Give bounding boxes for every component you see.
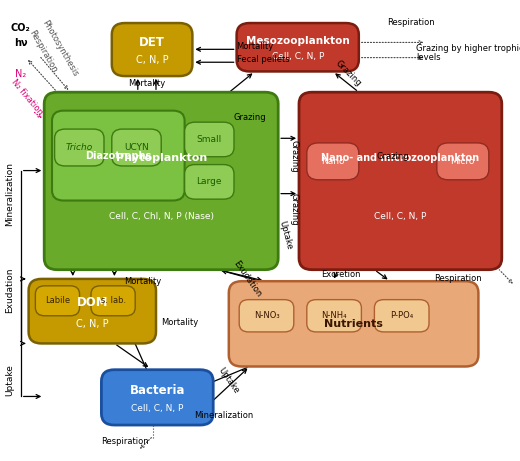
Text: UCYN: UCYN [124, 143, 149, 152]
Text: Uptake: Uptake [5, 364, 14, 396]
Text: Phytoplankton: Phytoplankton [115, 153, 207, 163]
Text: Respiration: Respiration [387, 18, 435, 27]
FancyBboxPatch shape [101, 370, 213, 425]
Text: Nutrients: Nutrients [324, 319, 383, 329]
Text: Nano- and microzooplankton: Nano- and microzooplankton [321, 153, 479, 163]
FancyBboxPatch shape [112, 23, 192, 76]
Text: Exudation: Exudation [5, 268, 14, 313]
FancyBboxPatch shape [437, 143, 489, 180]
Text: Labile: Labile [45, 296, 70, 305]
Text: C, N, P: C, N, P [76, 319, 109, 329]
FancyBboxPatch shape [91, 286, 135, 316]
Text: Uptake: Uptake [217, 366, 241, 395]
FancyBboxPatch shape [112, 129, 161, 166]
Text: Fecal pellets: Fecal pellets [237, 55, 289, 65]
Text: Large: Large [197, 177, 222, 186]
Text: Exudation: Exudation [231, 259, 263, 299]
Text: Cell, C, N, P: Cell, C, N, P [374, 212, 426, 221]
Text: Grazing: Grazing [289, 194, 298, 226]
Text: N-NH₄: N-NH₄ [321, 311, 347, 320]
Text: levels: levels [416, 53, 440, 62]
Text: P-PO₄: P-PO₄ [390, 311, 413, 320]
FancyBboxPatch shape [237, 23, 359, 71]
FancyBboxPatch shape [307, 300, 361, 332]
Text: N₂ fixation: N₂ fixation [9, 77, 45, 117]
FancyBboxPatch shape [52, 111, 185, 201]
Text: Respiration: Respiration [101, 437, 149, 446]
Text: Nano: Nano [321, 157, 345, 166]
Text: Grazing: Grazing [334, 59, 363, 89]
Text: Bacteria: Bacteria [129, 384, 185, 396]
Text: Grazing: Grazing [289, 141, 298, 173]
Text: Respiration: Respiration [434, 274, 482, 284]
Text: DET: DET [139, 36, 165, 49]
FancyBboxPatch shape [55, 129, 104, 166]
Text: Grazing: Grazing [233, 113, 266, 122]
Text: Mineralization: Mineralization [5, 162, 14, 225]
Text: Micro: Micro [451, 157, 475, 166]
FancyBboxPatch shape [229, 281, 478, 366]
Text: Photosynthesis: Photosynthesis [40, 18, 80, 78]
FancyBboxPatch shape [35, 286, 80, 316]
Text: Mortality: Mortality [161, 318, 199, 327]
Text: s. lab.: s. lab. [100, 296, 126, 305]
Text: Mortality: Mortality [128, 79, 166, 89]
Text: DOM: DOM [76, 296, 108, 309]
Text: Tricho: Tricho [66, 143, 93, 152]
Text: Uptake: Uptake [277, 219, 293, 251]
FancyBboxPatch shape [374, 300, 429, 332]
FancyBboxPatch shape [29, 279, 156, 343]
Text: Cell, C, N, P: Cell, C, N, P [271, 53, 324, 61]
FancyBboxPatch shape [299, 92, 502, 270]
Text: Diazotrophs: Diazotrophs [85, 151, 151, 160]
Text: Cell, C, N, P: Cell, C, N, P [131, 404, 184, 413]
FancyBboxPatch shape [185, 165, 234, 199]
FancyBboxPatch shape [44, 92, 278, 270]
FancyBboxPatch shape [185, 122, 234, 157]
Text: Small: Small [197, 135, 222, 144]
Text: Grazing by higher trophic: Grazing by higher trophic [416, 44, 520, 53]
Text: Cell, C, Chl, N, P (Nase): Cell, C, Chl, N, P (Nase) [109, 212, 214, 221]
Text: CO₂: CO₂ [11, 23, 31, 33]
Text: Mesozooplankton: Mesozooplankton [246, 36, 349, 46]
Text: N-NO₃: N-NO₃ [254, 311, 279, 320]
Text: hν: hν [14, 38, 28, 48]
FancyBboxPatch shape [307, 143, 359, 180]
Text: Grazing: Grazing [376, 152, 409, 161]
Text: Mineralization: Mineralization [194, 411, 253, 420]
Text: C, N, P: C, N, P [136, 55, 168, 65]
Text: Respiration: Respiration [27, 29, 58, 75]
Text: Excretion: Excretion [321, 270, 360, 279]
FancyBboxPatch shape [239, 300, 294, 332]
Text: Mortality: Mortality [124, 277, 162, 286]
Text: Mortality: Mortality [237, 41, 274, 51]
Text: N₂: N₂ [15, 69, 27, 79]
